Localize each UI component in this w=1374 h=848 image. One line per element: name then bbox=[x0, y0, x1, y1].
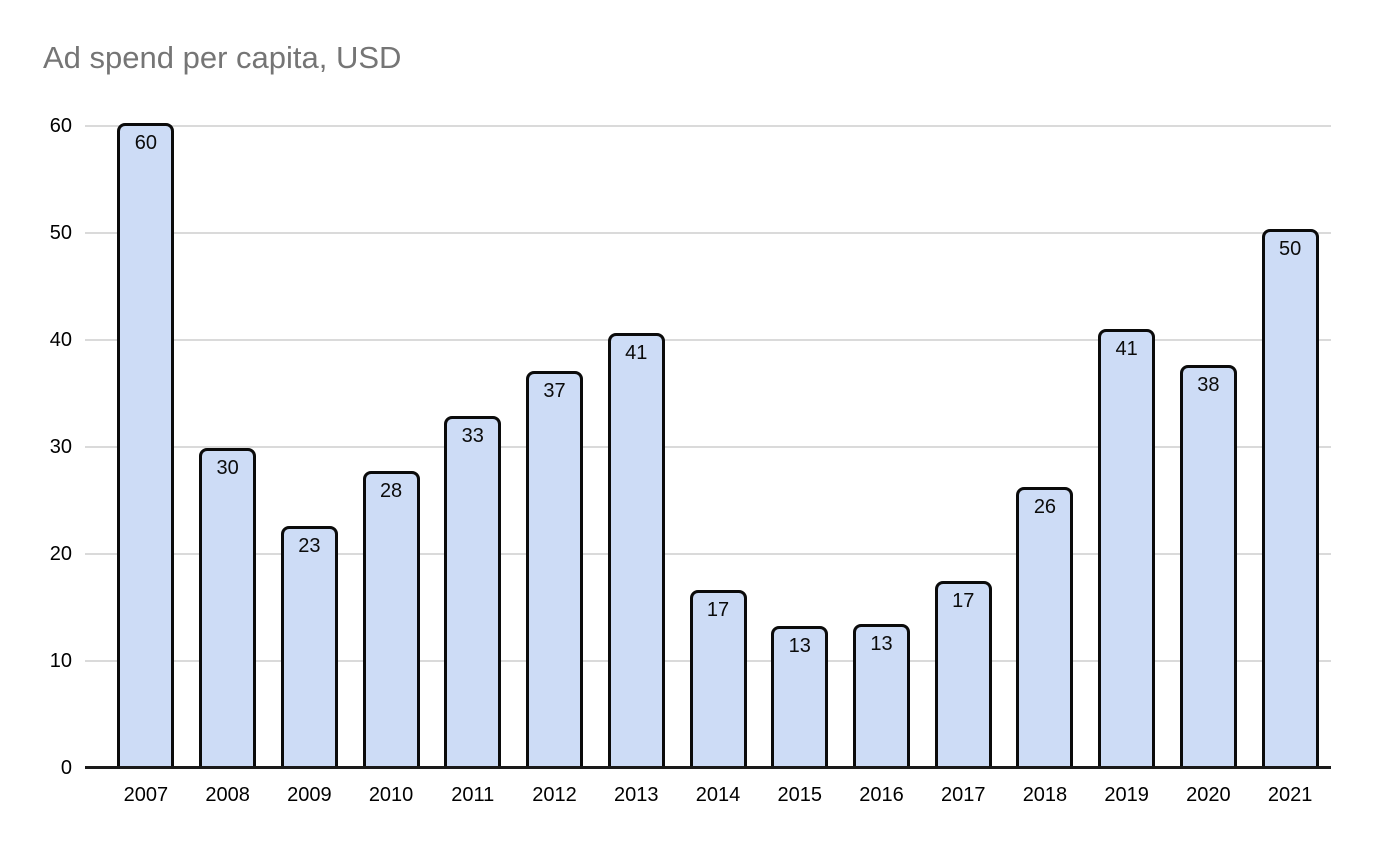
bar-data-label-2018: 26 bbox=[1033, 495, 1057, 518]
bar-data-label-2007: 60 bbox=[134, 131, 157, 154]
bar-2012: 37 bbox=[526, 371, 584, 768]
bar-data-label-2013: 41 bbox=[625, 341, 648, 364]
x-tick-label-2016: 2016 bbox=[859, 784, 904, 806]
x-tick-label-2010: 2010 bbox=[368, 784, 414, 806]
x-tick-label-2012: 2012 bbox=[532, 784, 577, 806]
gridline-60 bbox=[85, 125, 1331, 127]
bar-cell-2010: 28 bbox=[350, 126, 432, 768]
y-axis: 0 10 20 30 40 50 60 bbox=[0, 116, 72, 778]
bar-data-label-2012: 37 bbox=[543, 380, 566, 403]
bar-2007: 60 bbox=[117, 122, 175, 768]
y-tick-label-60: 60 bbox=[49, 115, 72, 137]
bar-data-label-2021: 50 bbox=[1279, 237, 1302, 260]
x-tick-label-2021: 2021 bbox=[1267, 784, 1313, 806]
bar-2010: 28 bbox=[362, 470, 420, 768]
bar-2013: 41 bbox=[607, 332, 665, 768]
x-tick-label-2018: 2018 bbox=[1022, 784, 1068, 806]
bar-cell-2013: 41 bbox=[595, 126, 677, 768]
bar-2020: 38 bbox=[1179, 364, 1237, 768]
bar-2008: 30 bbox=[199, 448, 257, 768]
bar-data-label-2019: 41 bbox=[1115, 338, 1138, 361]
x-axis-line bbox=[85, 766, 1331, 769]
x-tick-label-2008: 2008 bbox=[205, 784, 250, 806]
bar-cell-2018: 26 bbox=[1004, 126, 1086, 768]
y-tick-label-10: 10 bbox=[49, 650, 72, 672]
bar-2014: 17 bbox=[689, 590, 747, 768]
bar-2016: 13 bbox=[852, 623, 910, 768]
bar-data-label-2017: 17 bbox=[952, 589, 975, 612]
bar-cell-2009: 23 bbox=[268, 126, 350, 768]
bar-cell-2011: 33 bbox=[432, 126, 514, 768]
bar-cell-2016: 13 bbox=[841, 126, 923, 768]
bar-2019: 41 bbox=[1098, 329, 1156, 768]
x-tick-label-2015: 2015 bbox=[777, 784, 822, 806]
x-tick-label-2007: 2007 bbox=[123, 784, 169, 806]
bar-cell-2019: 41 bbox=[1086, 126, 1168, 768]
bar-data-label-2011: 33 bbox=[461, 424, 484, 447]
gridline-40 bbox=[85, 339, 1331, 341]
bar-data-label-2008: 30 bbox=[216, 457, 239, 480]
bar-cell-2007: 60 bbox=[105, 122, 187, 768]
bar-2021: 50 bbox=[1261, 228, 1319, 768]
y-tick-label-0: 0 bbox=[60, 757, 72, 779]
chart-title: Ad spend per capita, USD bbox=[43, 40, 402, 75]
bar-2018: 26 bbox=[1016, 486, 1074, 768]
plot-area: 60 30 23 28 33 37 41 17 13 13 17 26 41 38 50 bbox=[85, 122, 1331, 769]
x-tick-label-2019: 2019 bbox=[1104, 784, 1149, 806]
bar-cell-2012: 37 bbox=[514, 126, 596, 768]
bar-cell-2020: 38 bbox=[1168, 126, 1250, 768]
bar-data-label-2014: 17 bbox=[706, 599, 730, 622]
bar-2009: 23 bbox=[280, 526, 338, 768]
x-tick-label-2011: 2011 bbox=[451, 784, 495, 806]
bar-data-label-2010: 28 bbox=[379, 479, 403, 502]
gridline-30 bbox=[85, 446, 1331, 448]
gridline-50 bbox=[85, 232, 1331, 234]
x-tick-label-2013: 2013 bbox=[614, 784, 659, 806]
bar-data-label-2009: 23 bbox=[298, 535, 321, 558]
bar-data-label-2020: 38 bbox=[1197, 373, 1220, 396]
gridline-20 bbox=[85, 553, 1331, 555]
x-tick-label-2017: 2017 bbox=[940, 784, 986, 806]
bar-cell-2008: 30 bbox=[187, 126, 269, 768]
x-tick-label-2020: 2020 bbox=[1186, 784, 1231, 806]
y-tick-label-20: 20 bbox=[49, 543, 72, 565]
y-tick-label-30: 30 bbox=[49, 436, 72, 458]
bars-row: 60 30 23 28 33 37 41 17 13 13 17 26 41 38 50 bbox=[85, 122, 1331, 768]
bar-cell-2015: 13 bbox=[759, 126, 841, 768]
bar-2015: 13 bbox=[771, 625, 829, 768]
y-tick-label-40: 40 bbox=[49, 329, 72, 351]
bar-2017: 17 bbox=[934, 580, 992, 768]
bar-cell-2017: 17 bbox=[922, 126, 1004, 768]
x-axis: 2007 2008 2009 2010 2011 2012 2013 2014 2015 2016… bbox=[85, 776, 1331, 810]
x-tick-label-2014: 2014 bbox=[695, 784, 741, 806]
y-tick-label-50: 50 bbox=[49, 222, 72, 244]
bar-cell-2021: 50 bbox=[1249, 126, 1331, 768]
bar-cell-2014: 17 bbox=[677, 126, 759, 768]
x-tick-label-2009: 2009 bbox=[287, 784, 332, 806]
bar-data-label-2016: 13 bbox=[870, 632, 893, 655]
bar-2011: 33 bbox=[444, 415, 502, 768]
bar-data-label-2015: 13 bbox=[788, 634, 811, 657]
